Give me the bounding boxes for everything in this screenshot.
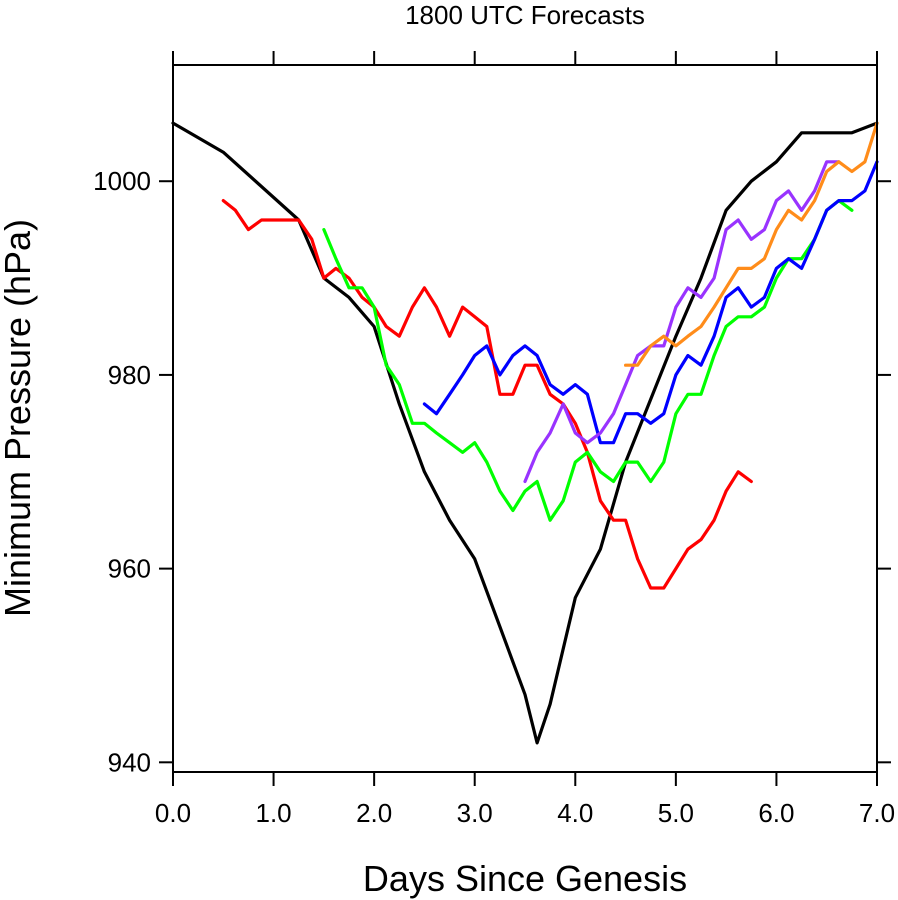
y-tick-label: 960 xyxy=(108,554,151,584)
series-line-2 xyxy=(221,199,753,590)
series-line-3 xyxy=(322,199,854,522)
chart-title: 1800 UTC Forecasts xyxy=(405,0,645,30)
axes-layer: 0.0 1.0 2.0 3.0 4.0 5.0 6.0 7.0 940 960 980 1000 xyxy=(93,51,895,828)
series-line-5 xyxy=(523,160,841,484)
x-tick-label: 2.0 xyxy=(356,798,392,828)
x-tick-label: 4.0 xyxy=(557,798,593,828)
x-tick-label: 1.0 xyxy=(255,798,291,828)
y-tick-label: 1000 xyxy=(93,166,151,196)
x-tick-label: 3.0 xyxy=(457,798,493,828)
y-tick-label: 940 xyxy=(108,747,151,777)
plot-frame xyxy=(172,64,878,773)
x-tick-label: 6.0 xyxy=(758,798,794,828)
x-tick-label: 0.0 xyxy=(155,798,191,828)
series-line-6 xyxy=(624,121,879,367)
x-axis-title: Days Since Genesis xyxy=(363,858,687,899)
y-tick-label: 980 xyxy=(108,360,151,390)
y-axis-title: Minimum Pressure (hPa) xyxy=(0,219,38,617)
x-tick-label: 7.0 xyxy=(859,798,895,828)
x-tick-label: 5.0 xyxy=(658,798,694,828)
series-line-1 xyxy=(171,121,879,745)
series-layer xyxy=(171,121,879,745)
series-line-4 xyxy=(422,160,879,445)
